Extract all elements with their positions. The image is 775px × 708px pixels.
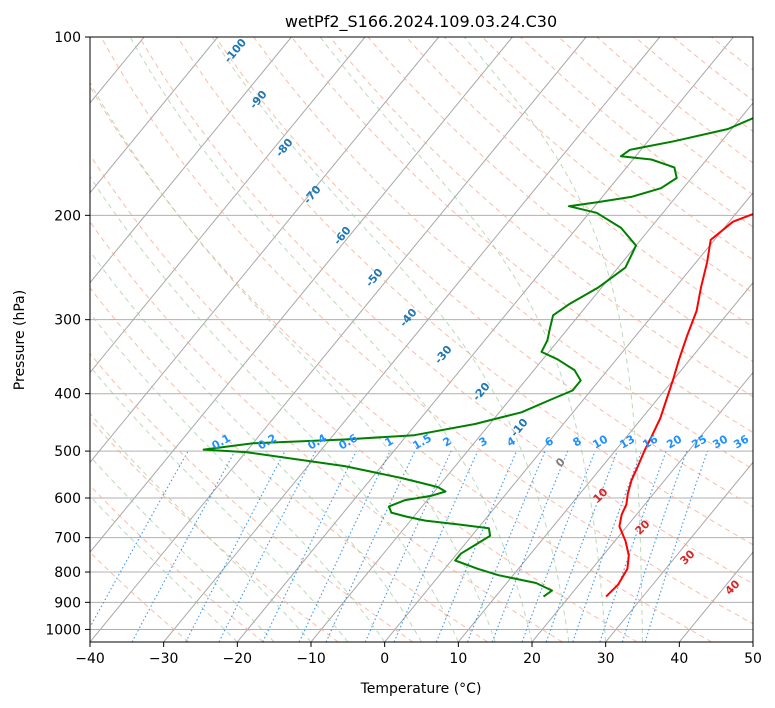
mixing-ratio-line xyxy=(572,450,643,642)
mixing-ratio-line xyxy=(491,450,569,642)
isotherm-line xyxy=(457,281,753,642)
isotherm-line xyxy=(90,37,292,284)
x-tick-label: 10 xyxy=(449,651,467,667)
profile-line-2 xyxy=(202,117,753,598)
mixing-ratio-line xyxy=(218,450,317,642)
mixing-ratio-line xyxy=(364,450,452,642)
dry-adiabat-line xyxy=(291,37,753,434)
dry-adiabat-line xyxy=(100,37,753,625)
moist-adiabat-line xyxy=(90,455,275,642)
x-tick-label: −10 xyxy=(296,651,326,667)
mixing-ratio-line xyxy=(644,450,708,642)
dry-adiabat-line xyxy=(90,287,488,642)
moist-adiabat-line xyxy=(90,365,349,642)
mixing-ratio-line xyxy=(90,450,189,629)
profile-line-1 xyxy=(605,213,753,598)
x-tick-label: −20 xyxy=(223,651,253,667)
dry-adiabat-line xyxy=(90,85,712,642)
isotherm-line xyxy=(605,461,753,642)
data-layer xyxy=(202,117,753,598)
dry-adiabat-line xyxy=(367,37,753,363)
isotherm-line xyxy=(90,37,513,553)
dry-adiabat-line xyxy=(176,37,753,546)
y-tick-label: 1000 xyxy=(45,622,81,638)
moist-adiabat-line xyxy=(463,37,643,642)
grid-layer xyxy=(90,37,753,642)
x-axis-label: Temperature (°C) xyxy=(360,681,482,697)
dry-adiabat-line xyxy=(253,37,753,470)
isotherm-line xyxy=(163,37,661,642)
mixing-ratio-line xyxy=(262,450,357,642)
mixing-ratio-line xyxy=(466,450,546,642)
isotherm-line xyxy=(531,371,753,642)
x-tick-label: 50 xyxy=(744,651,762,667)
mixing-ratio-line xyxy=(393,450,479,642)
isotherm-line xyxy=(90,37,219,194)
y-tick-label: 300 xyxy=(54,313,81,329)
y-tick-label: 500 xyxy=(54,444,81,460)
isotherm-line xyxy=(236,37,734,642)
x-tick-label: 30 xyxy=(597,651,615,667)
moist-adiabat-line xyxy=(90,412,312,642)
isotherm-line xyxy=(90,37,440,464)
mixing-ratio-line xyxy=(521,450,596,642)
mixing-ratio-line xyxy=(599,450,667,642)
y-axis-label: Pressure (hPa) xyxy=(12,290,28,390)
moist-adiabat-line xyxy=(90,250,422,642)
dry-adiabat-line xyxy=(90,484,264,642)
x-tick-label: 40 xyxy=(670,651,688,667)
x-tick-label: −30 xyxy=(149,651,179,667)
moist-adiabat-line xyxy=(129,37,533,642)
isotherm-line xyxy=(90,37,587,642)
dry-adiabat-line xyxy=(90,220,563,642)
dry-adiabat-line xyxy=(90,352,414,642)
dry-adiabat-line xyxy=(443,37,753,294)
moist-adiabat-line xyxy=(211,37,570,642)
mixing-ratio-line xyxy=(545,450,618,642)
chart-title: wetPf2_S166.2024.109.03.24.C30 xyxy=(285,12,557,32)
y-tick-label: 400 xyxy=(54,387,81,403)
moist-adiabat-line xyxy=(319,37,607,642)
moist-adiabat-line xyxy=(90,81,496,642)
mixing-ratio-line xyxy=(131,450,236,642)
y-tick-label: 700 xyxy=(54,531,81,547)
y-tick-label: 200 xyxy=(54,208,81,224)
mixing-ratio-line xyxy=(435,450,518,642)
moist-adiabat-line xyxy=(90,175,459,642)
dry-adiabat-line xyxy=(90,551,190,642)
y-tick-label: 800 xyxy=(54,565,81,581)
mixing-ratio-line xyxy=(621,450,688,642)
dry-adiabat-line xyxy=(138,37,753,585)
dry-adiabat-line xyxy=(90,153,638,642)
y-tick-label: 100 xyxy=(54,30,81,46)
x-tick-label: 0 xyxy=(380,651,389,667)
x-tick-label: 20 xyxy=(523,651,541,667)
y-tick-label: 600 xyxy=(54,491,81,507)
isotherm-line xyxy=(384,192,753,642)
y-tick-label: 900 xyxy=(54,595,81,611)
plot-frame xyxy=(89,36,754,643)
x-axis: −40 −30 −20 −10 0 10 20 30 40 50 xyxy=(75,642,762,667)
x-tick-label: −40 xyxy=(75,651,105,667)
isotherm-line xyxy=(310,102,753,642)
y-axis: 100 200 300 400 500 600 700 800 900 1000 xyxy=(45,30,90,638)
isotherm-line xyxy=(90,37,366,374)
